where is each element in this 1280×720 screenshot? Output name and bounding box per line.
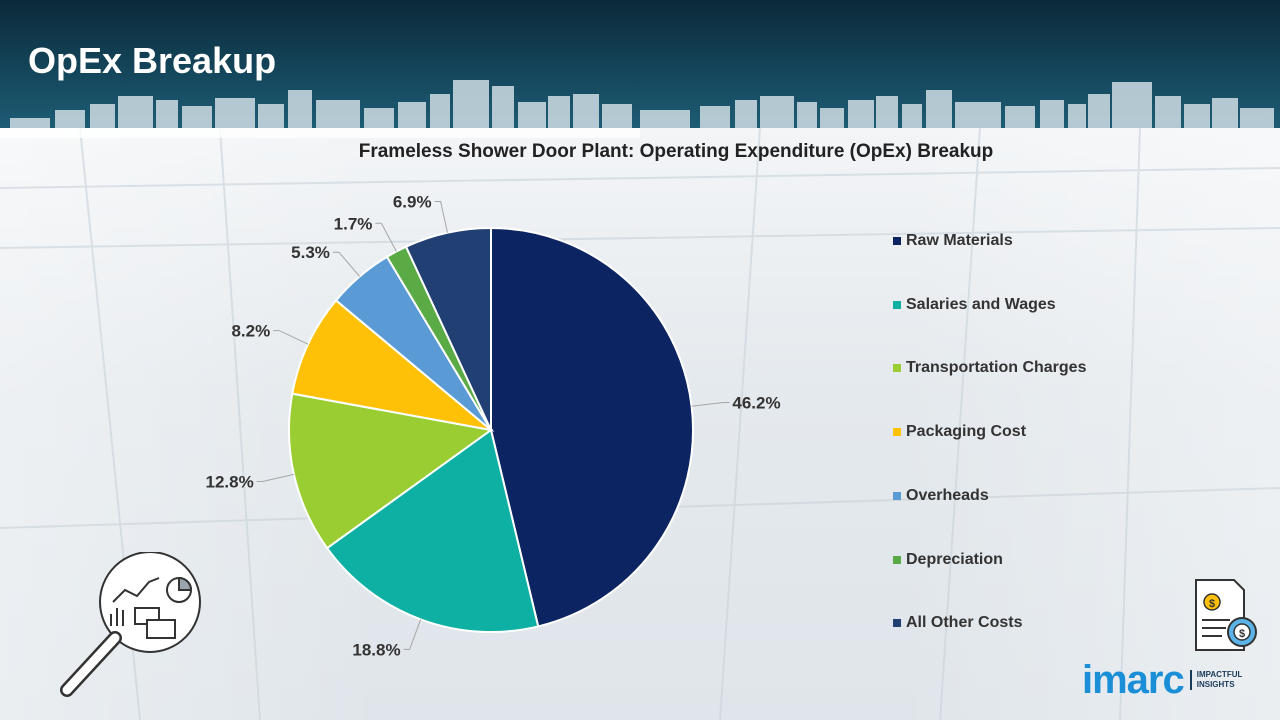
legend-swatch (893, 555, 901, 564)
city-skyline-graphic (10, 80, 1274, 128)
leader-line (691, 402, 730, 407)
legend-label: Salaries and Wages (906, 295, 1056, 313)
pie-slice-packaging-cost (291, 298, 495, 432)
data-label: 1.7% (334, 214, 373, 233)
header-banner: OpEx Breakup (0, 0, 1280, 128)
invoice-dollar-gear-icon: $ $ (1195, 579, 1257, 651)
legend-item: Depreciation (893, 549, 1003, 571)
pie-slice-all-other-costs (404, 226, 492, 431)
legend-swatch (893, 428, 901, 437)
brand-name: imarc (1082, 658, 1185, 702)
page-title: OpEx Breakup (28, 40, 277, 81)
svg-text:$: $ (1239, 628, 1245, 640)
legend-item: Salaries and Wages (893, 294, 1056, 316)
legend-label: Transportation Charges (906, 359, 1087, 377)
leader-line (434, 201, 448, 233)
pie-slice-salaries-and-wages (325, 428, 540, 633)
legend-label: Packaging Cost (906, 423, 1027, 441)
leader-line (256, 473, 295, 482)
legend-item: All Other Costs (893, 612, 1022, 634)
legend-item: Transportation Charges (893, 357, 1086, 379)
legend-item: Raw Materials (893, 230, 1013, 252)
brand-logo: imarc IMPACTFUL INSIGHTS (1082, 660, 1247, 700)
legend-swatch (893, 364, 901, 373)
data-label: 6.9% (393, 193, 432, 212)
brand-tagline: IMPACTFUL INSIGHTS (1189, 670, 1247, 690)
data-label: 8.2% (231, 322, 270, 341)
legend-swatch (893, 300, 901, 309)
legend-label: Raw Materials (906, 232, 1013, 249)
leader-line (332, 251, 361, 277)
magnifier-analytics-icon (60, 552, 201, 697)
legend-swatch (893, 491, 901, 500)
data-label: 12.8% (205, 473, 253, 492)
svg-text:$: $ (1209, 598, 1215, 610)
data-label: 18.8% (352, 640, 400, 659)
leader-line (273, 330, 309, 345)
data-label: 5.3% (291, 243, 330, 262)
legend-label: All Other Costs (906, 614, 1023, 632)
leader-line (403, 619, 422, 650)
legend-label: Depreciation (906, 550, 1003, 568)
legend-item: Packaging Cost (893, 421, 1026, 443)
legend-swatch (893, 237, 901, 245)
legend-swatch (893, 619, 901, 628)
legend-item: Overheads (893, 485, 989, 507)
pie-slice-transportation-charges (288, 392, 494, 550)
legend-label: Overheads (906, 486, 989, 504)
data-label: 46.2% (732, 394, 780, 413)
factory-background-lines (0, 128, 1280, 720)
leader-line (375, 222, 397, 252)
chart-title: Frameless Shower Door Plant: Operating E… (358, 141, 994, 162)
